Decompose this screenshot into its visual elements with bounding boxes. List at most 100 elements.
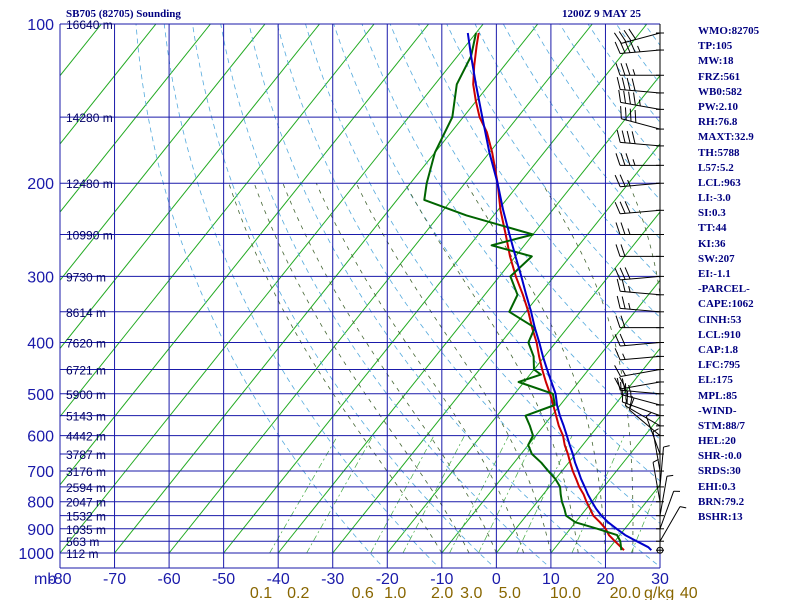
index-item: L57:5.2 [698,161,734,174]
calm-wind-circle [656,546,664,554]
index-item: KI:36 [698,237,726,250]
wind-barb-feather [624,383,627,396]
wind-barb-feather [623,29,632,42]
dry-adiabat [587,24,660,123]
index-item: PW:2.10 [698,100,739,113]
pressure-label: 400 [27,335,54,352]
pressure-axis-labels: 100 200 300 400 500 600 700 800 900 1000 [18,17,54,563]
wind-barb-staff [621,32,661,44]
index-item: TT:44 [698,222,727,235]
pressure-label: 600 [27,429,54,446]
pressure-label: 300 [27,269,54,286]
moist-adiabat [253,183,470,554]
wind-barb-half-feather [652,458,659,463]
pressure-label: 800 [27,495,54,512]
wind-barb-staff [659,506,681,542]
temperature-tick-label: 10 [542,571,560,588]
wind-barb-half-feather [627,228,631,235]
isotherm-line [60,24,211,213]
wind-barb-feather [620,106,622,119]
temperature-tick-label: -60 [158,571,181,588]
wind-barb-feather [628,91,631,105]
wind-barb-feather [614,334,621,347]
isotherm-line [114,24,539,554]
wind-barb-feather [616,295,621,309]
wind-barb-feather [621,77,626,91]
chart-timestamp: 1200Z 9 MAY 25 [562,8,641,20]
index-item: EL:175 [698,374,733,387]
wind-barb-feather [631,131,636,144]
index-item: CAP:1.8 [698,343,739,356]
temperature-tick-label: -70 [103,571,126,588]
mixing-ratio-label: 3.0 [460,585,482,600]
index-item: TH:5788 [698,146,740,159]
index-item: SRDS:30 [698,465,741,478]
dry-adiabat [786,24,800,564]
height-label: 3176 m [66,465,106,479]
index-item: LFC:795 [698,359,741,372]
isotherm-line [550,415,660,554]
wind-barb-half-feather [637,45,641,52]
index-item: WB0:582 [698,85,742,98]
wind-barb-feather [616,377,621,391]
wind-barb-half-feather [646,412,652,417]
index-item: LCL:910 [698,328,741,341]
index-item: MAXT:32.9 [698,131,754,144]
height-label: 6721 m [66,364,106,378]
dry-adiabat [446,24,660,319]
wind-barb-half-feather [622,353,626,360]
index-item: -PARCEL- [698,283,750,296]
dry-adiabat [389,24,660,399]
height-label: 14280 m [66,111,113,125]
index-item: RH:76.8 [698,116,738,129]
wind-barb-half-feather [628,384,631,392]
wind-barb-staff [620,141,661,147]
wind-barb-feather [620,315,626,328]
index-item: SI:0.3 [698,207,726,220]
mixing-ratio-label: 5.0 [499,585,521,600]
index-item: WMO:82705 [698,25,760,37]
temperature-tick-label: -50 [212,571,235,588]
height-label: 2594 m [66,481,106,495]
wind-barb-feather [619,174,626,187]
wind-barb-feather [615,315,621,328]
index-item: LCL:963 [698,176,741,189]
wind-barb-half-feather [628,302,631,310]
mixing-ratio-label: 10.0 [550,585,581,600]
mixing-ratio-line [478,435,537,554]
moist-adiabat [282,183,497,554]
index-item: SW:207 [698,252,735,265]
wind-barb-feather [619,267,626,280]
wind-barb-staff [625,405,661,427]
height-label: 112 m [66,547,98,561]
mixing-ratio-label: 2.0 [431,585,453,600]
wind-barb-staff [620,355,661,361]
wind-barb-half-feather [652,428,659,433]
wind-barb-staff [620,341,661,347]
pressure-label: 700 [27,464,54,481]
pressure-label: 100 [27,17,54,34]
temperature-tick-label: 30 [651,571,669,588]
dry-adiabat [758,24,800,564]
isotherm-line [60,24,157,145]
height-label: 563 m [66,535,99,549]
mixing-ratio-label: 1.0 [384,585,406,600]
wind-barb-feather [616,130,621,143]
moist-adiabat [355,183,552,554]
wind-barb-half-feather [638,99,641,106]
wind-barb-feather [614,41,621,54]
mixing-ratio-label: 0.6 [352,585,374,600]
wind-barb-staff [659,491,675,529]
wind-barb-staff [620,275,661,281]
index-item: MW:18 [698,55,734,68]
wind-barb-half-feather [622,369,626,376]
isotherm-line [60,24,430,486]
temperature-tick-label: 0 [492,571,501,588]
isotherm-line [223,24,648,554]
dry-adiabat [248,24,602,565]
height-label: 1532 m [66,510,106,524]
isotherm-line [60,24,320,350]
wind-barb-feather [616,77,621,90]
height-label: 16640 m [66,18,113,32]
